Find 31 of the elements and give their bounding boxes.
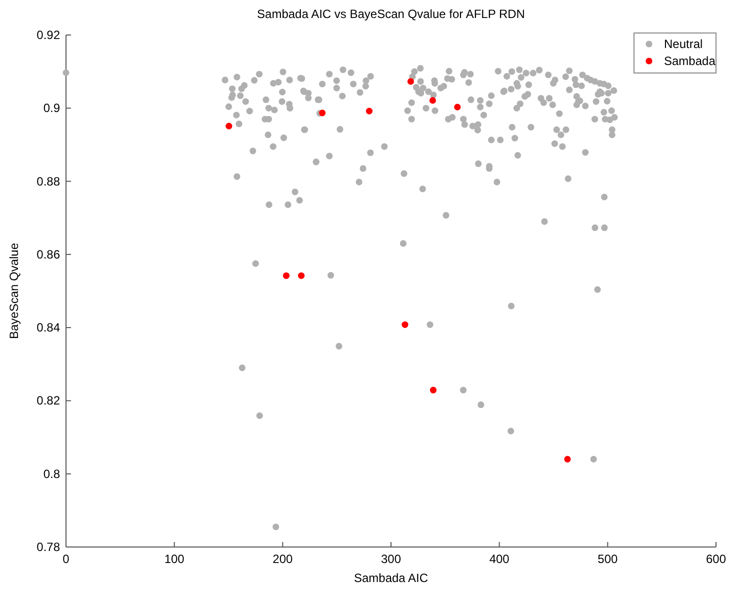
y-tick-label: 0.88 xyxy=(36,174,60,188)
point xyxy=(564,456,571,463)
y-tick-label: 0.84 xyxy=(36,320,60,335)
x-tick-label: 400 xyxy=(489,552,510,566)
point xyxy=(454,104,461,110)
y-tick-label: 0.9 xyxy=(43,101,60,116)
chart-title: Sambada AIC vs BayeScan Qvalue for AFLP RDN xyxy=(257,7,525,21)
point xyxy=(366,108,373,114)
point xyxy=(407,78,414,85)
x-tick-label: 200 xyxy=(272,552,293,566)
x-tick-label: 100 xyxy=(164,552,185,566)
legend-label: Neutral xyxy=(664,37,703,51)
x-axis-title: Sambada AIC xyxy=(354,571,428,585)
y-tick-label: 0.86 xyxy=(36,247,60,262)
point xyxy=(402,321,408,328)
point xyxy=(298,272,305,279)
y-tick-label: 0.78 xyxy=(36,540,60,554)
point xyxy=(429,97,436,104)
x-tick-label: 600 xyxy=(706,552,726,566)
point xyxy=(226,122,232,130)
y-tick-label: 0.8 xyxy=(43,466,60,481)
legend-label: Sambada xyxy=(664,54,716,68)
x-tick-label: 500 xyxy=(598,552,618,566)
y-axis-title: BayeScan Qvalue xyxy=(7,242,21,340)
y-tick-label: 0.92 xyxy=(36,28,60,42)
point xyxy=(430,386,437,394)
point xyxy=(319,110,326,116)
x-tick-label: 0 xyxy=(62,552,70,566)
x-tick-label: 300 xyxy=(380,552,402,566)
point xyxy=(282,272,290,279)
y-tick-label: 0.82 xyxy=(36,394,60,408)
